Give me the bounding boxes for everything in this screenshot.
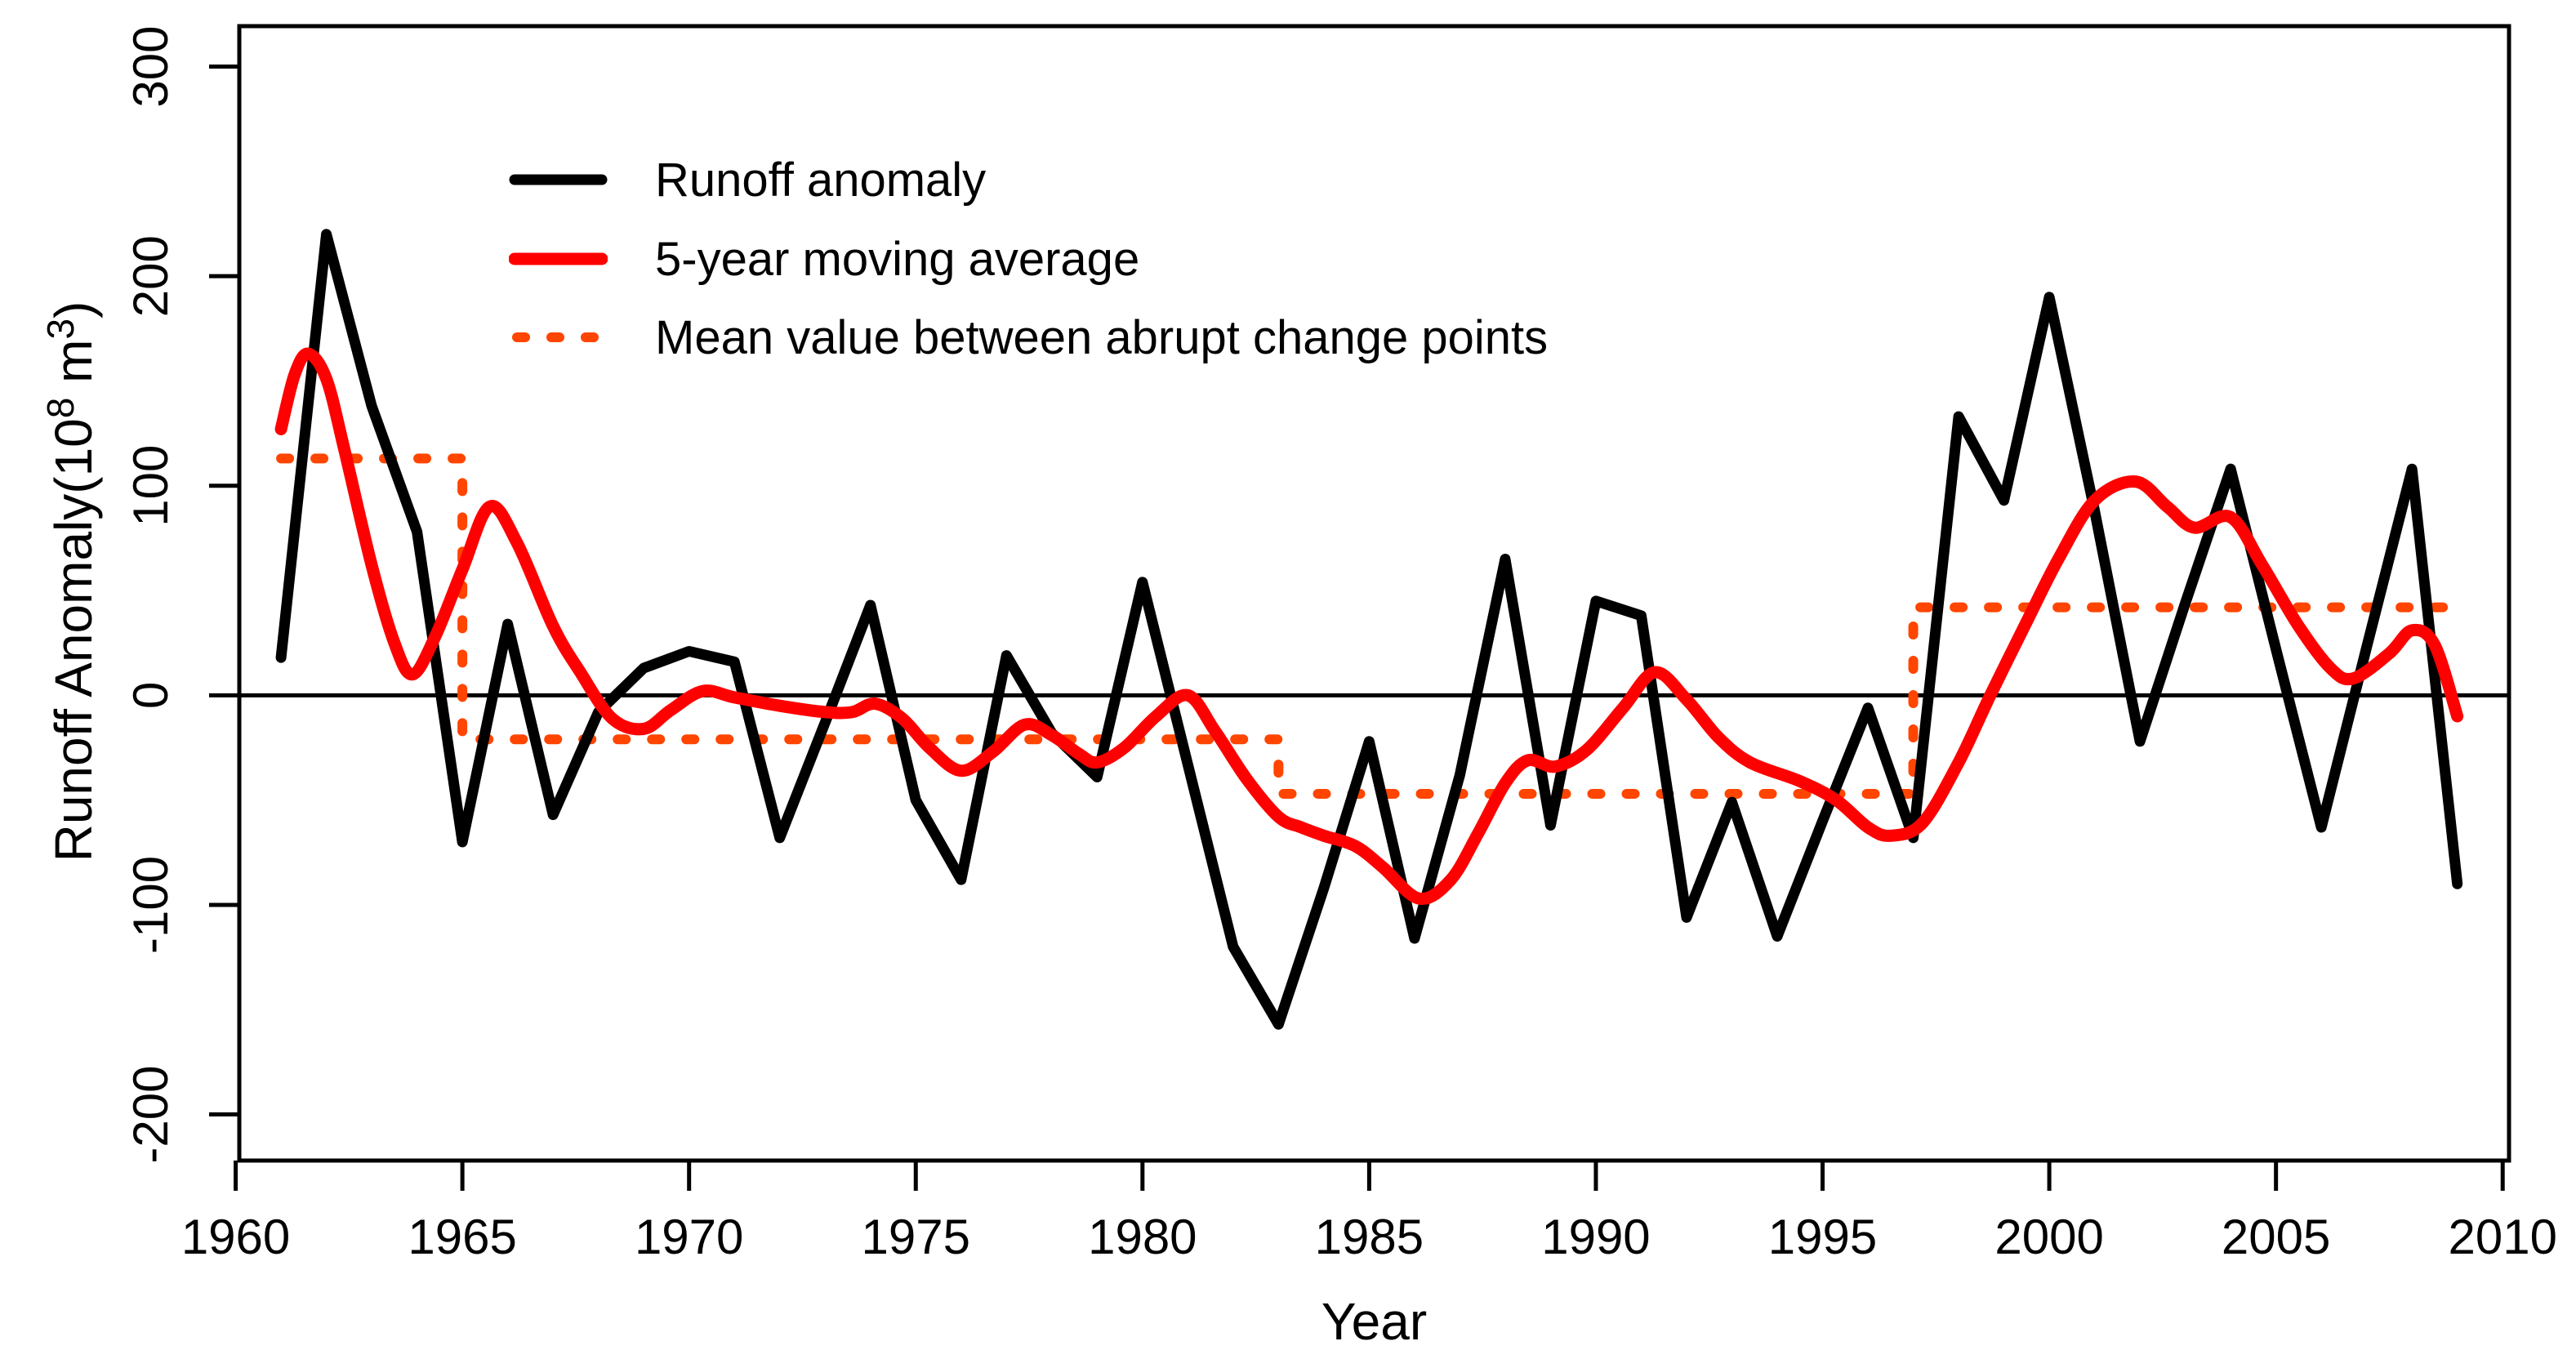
x-tick-label: 2005 (2222, 1210, 2330, 1264)
y-tick-label: 0 (123, 682, 178, 709)
y-tick-label: 300 (123, 25, 178, 107)
mean-step-line (276, 453, 2462, 799)
moving-average-line (274, 347, 2464, 905)
y-tick-label: -100 (123, 856, 178, 954)
x-tick-label: 1975 (862, 1210, 970, 1264)
y-tick-label: 100 (123, 445, 178, 527)
x-tick-label: 1980 (1088, 1210, 1197, 1264)
x-tick-label: 1990 (1541, 1210, 1650, 1264)
runoff-anomaly-line (275, 229, 2463, 1030)
x-tick-label: 2000 (1994, 1210, 2103, 1264)
x-axis-title: Year (1321, 1292, 1427, 1351)
x-tick-label: 2010 (2448, 1210, 2556, 1264)
x-tick-label: 1995 (1768, 1210, 1877, 1264)
plot-frame (237, 24, 2511, 1163)
y-axis-title: Runoff Anomaly(108 m3) (39, 301, 103, 862)
y-tick-label: -200 (123, 1066, 178, 1164)
x-tick-label: 1965 (408, 1210, 516, 1264)
y-tick-label: 200 (123, 235, 178, 317)
x-tick-label: 1970 (635, 1210, 743, 1264)
x-tick-label: 1985 (1315, 1210, 1424, 1264)
x-tick-label: 1960 (181, 1210, 290, 1264)
